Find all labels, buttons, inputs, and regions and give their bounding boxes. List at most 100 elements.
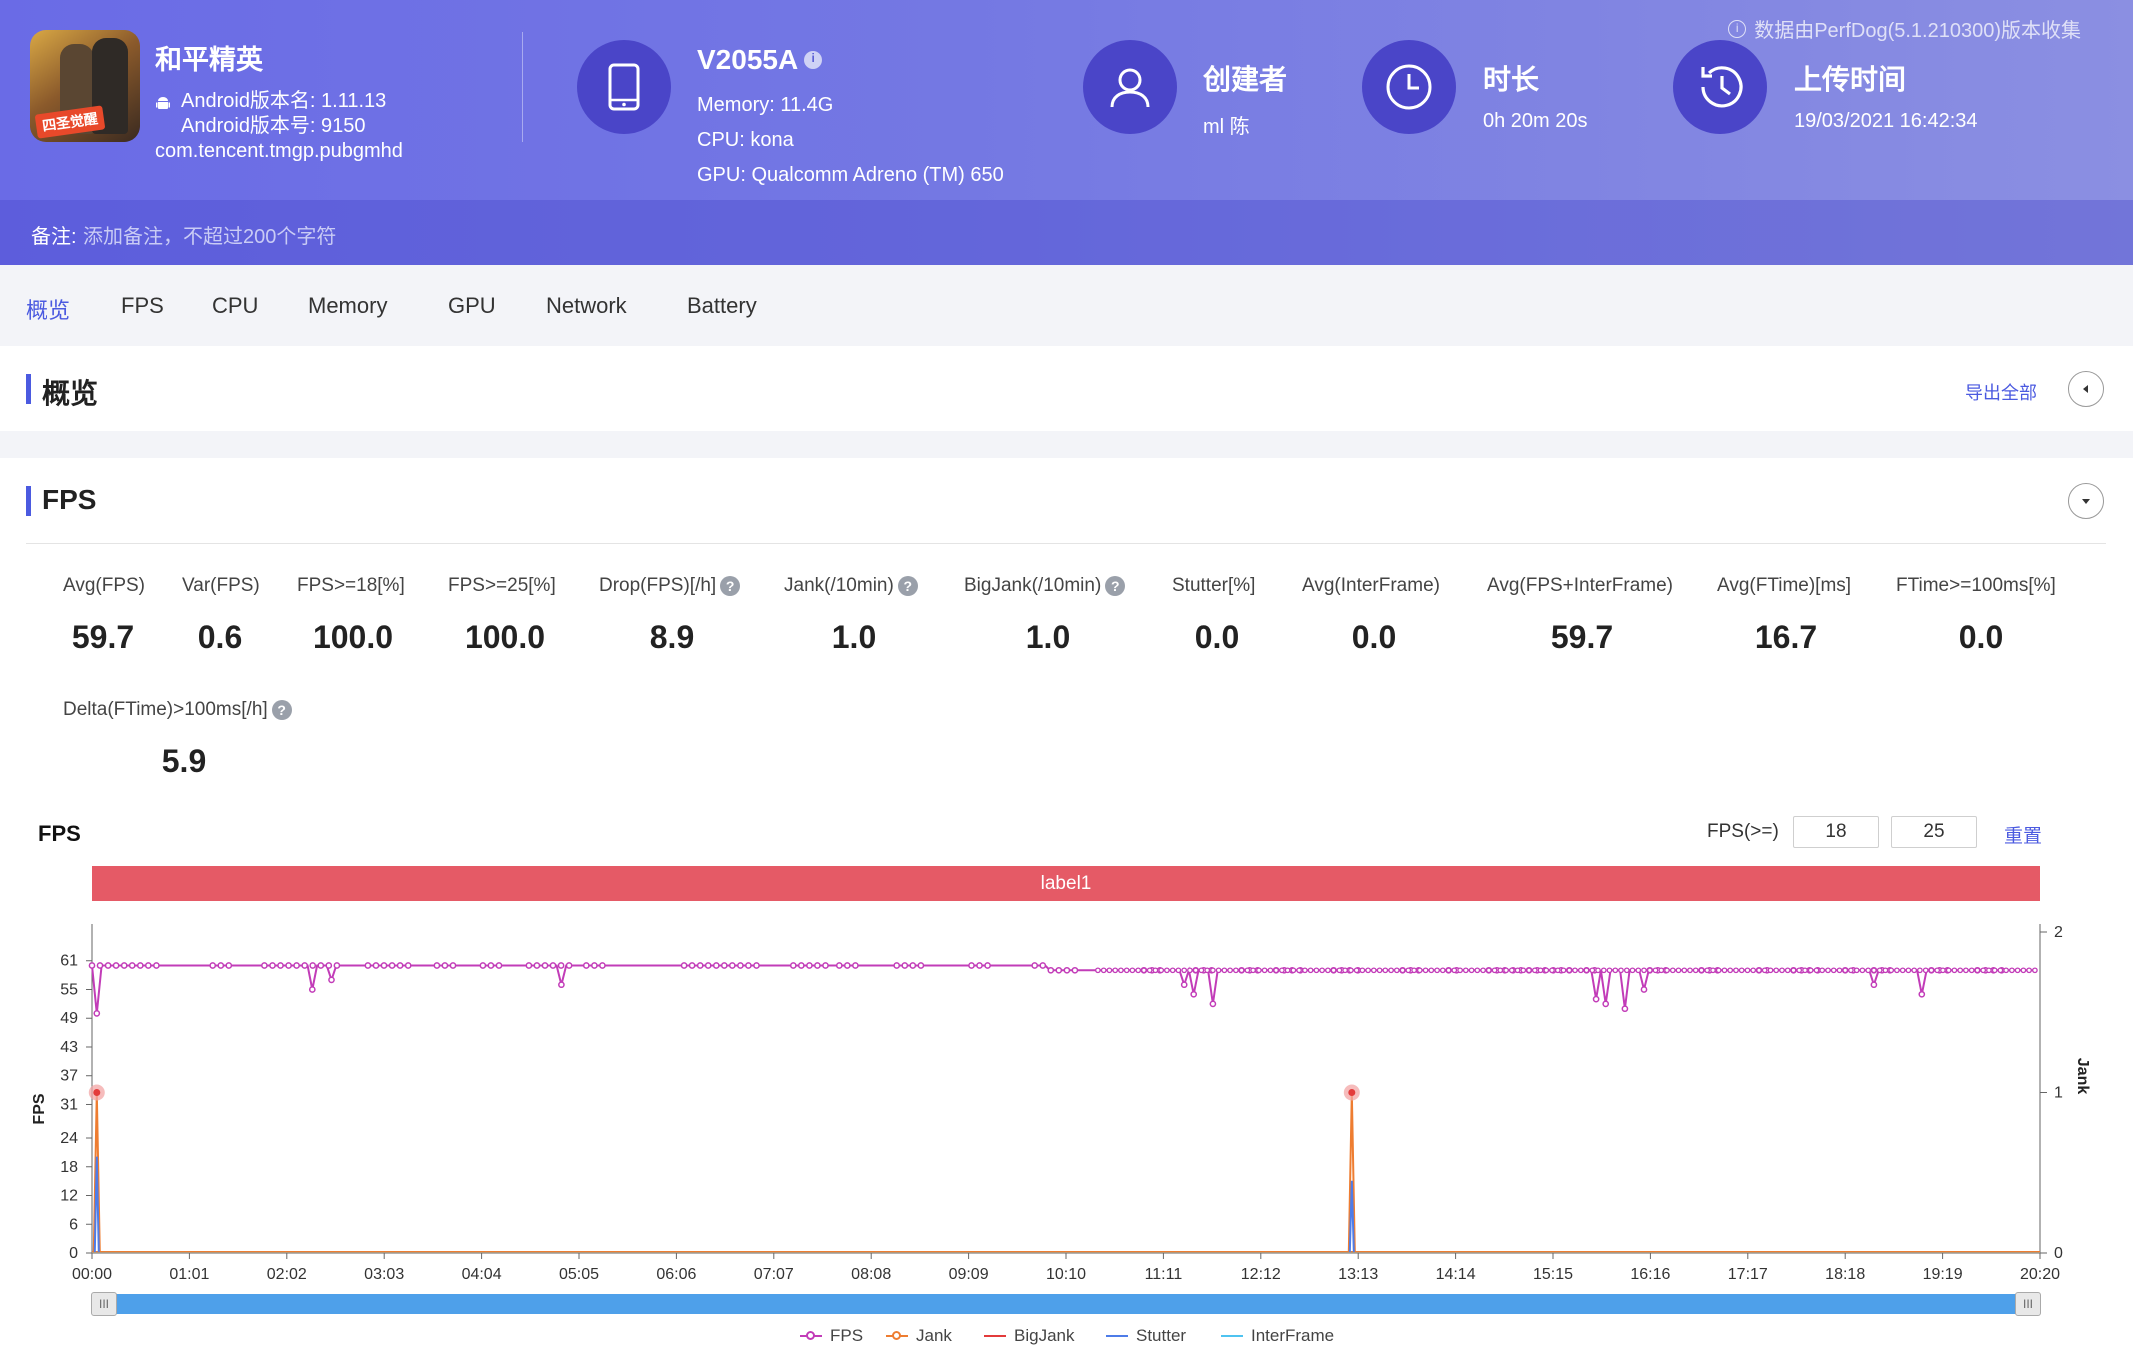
fps-point	[1773, 967, 1780, 974]
fps-point	[1359, 967, 1366, 974]
tab-battery[interactable]: Battery	[687, 293, 757, 318]
fps-point	[112, 962, 120, 969]
fps-point	[479, 962, 487, 969]
tab-memory[interactable]: Memory	[308, 293, 388, 318]
device-model: V2055A i	[697, 44, 823, 76]
label-bar[interactable]: label1	[92, 866, 2040, 901]
fps-point	[1968, 967, 1975, 974]
fps-point	[1416, 967, 1423, 974]
fps-point	[1146, 967, 1153, 974]
x-tick-label: 19:19	[1923, 1266, 1963, 1283]
legend-item[interactable]: Stutter	[1106, 1326, 1186, 1346]
fps-point	[1934, 967, 1941, 974]
fps-point	[1871, 967, 1877, 974]
fps-point	[1577, 967, 1584, 974]
help-icon[interactable]: ?	[720, 576, 741, 596]
help-icon[interactable]: ?	[897, 576, 918, 596]
y-tick-label: 43	[60, 1039, 78, 1056]
slider-left-handle[interactable]: III	[91, 1292, 117, 1316]
reset-link[interactable]: 重置	[2004, 826, 2043, 847]
fps-point	[396, 962, 404, 969]
fps-point	[2020, 967, 2027, 974]
fps-dip-point	[1621, 1005, 1629, 1013]
metric-label-text: BigJank(/10min)	[964, 575, 1102, 596]
fps-point	[2026, 967, 2032, 974]
metric-label: Avg(FPS)	[63, 575, 145, 597]
metric-label: Avg(FPS+InterFrame)	[1487, 575, 1673, 597]
fps-point	[1928, 967, 1935, 974]
device-gpu: GPU: Qualcomm Adreno (TM) 650	[697, 164, 1004, 186]
fps-threshold-input-1[interactable]	[1793, 816, 1879, 848]
caret-down-icon	[2082, 499, 2090, 504]
chart-title: FPS	[38, 821, 81, 846]
caret-left-icon	[2083, 385, 2088, 393]
tab-overview[interactable]: 概览	[26, 298, 71, 323]
fps-point	[1681, 967, 1688, 974]
source-note-text: 数据由PerfDog(5.1.210300)版本收集	[1754, 20, 2081, 42]
x-tick-label: 16:16	[1630, 1266, 1670, 1283]
fps-point	[599, 962, 606, 969]
fps-point	[1698, 967, 1705, 974]
device-info-icon[interactable]: i	[804, 51, 823, 69]
fps-point	[1911, 967, 1918, 974]
collapse-overview-button[interactable]	[2068, 371, 2104, 407]
metric-value: 1.0	[831, 619, 877, 655]
export-all-link[interactable]: 导出全部	[1965, 383, 2037, 403]
device-model-text: V2055A	[697, 44, 799, 75]
y-tick-label: 31	[60, 1096, 78, 1113]
tab-cpu[interactable]: CPU	[212, 293, 259, 318]
tab-gpu[interactable]: GPU	[448, 293, 496, 318]
fps-point	[1675, 967, 1682, 974]
metric-value: 59.7	[1550, 619, 1614, 655]
fps-point	[565, 962, 573, 969]
fps-point	[1348, 967, 1354, 974]
help-icon[interactable]: ?	[271, 700, 292, 720]
slider-right-handle[interactable]: III	[2015, 1292, 2041, 1316]
fps-point	[1784, 967, 1791, 974]
help-icon[interactable]: ?	[1105, 576, 1126, 596]
y-right-tick-label: 1	[2054, 1085, 2063, 1102]
fps-point	[1273, 967, 1279, 974]
fps-point	[225, 962, 233, 969]
fps-point	[1198, 967, 1205, 974]
metric-value: 16.7	[1754, 619, 1818, 655]
tab-bar	[0, 265, 2133, 345]
fps-point	[1560, 967, 1567, 974]
fps-point	[2014, 967, 2021, 974]
time-range-slider[interactable]: III III	[91, 1292, 2041, 1316]
legend-item[interactable]: InterFrame	[1221, 1326, 1334, 1346]
fps-point	[1905, 967, 1912, 974]
fps-point	[285, 962, 292, 969]
fps-threshold-label: FPS(>=)	[1707, 821, 1779, 842]
metric-label: Drop(FPS)[/h]?	[599, 575, 741, 597]
fps-point	[1462, 967, 1469, 974]
legend-item[interactable]: FPS	[800, 1326, 863, 1346]
tab-network[interactable]: Network	[546, 293, 627, 318]
device-icon	[577, 40, 671, 134]
fps-point	[1687, 967, 1693, 974]
fps-point	[433, 962, 441, 969]
metric-label-text: FTime>=100ms[%]	[1896, 575, 2056, 596]
fps-threshold-input-2[interactable]	[1891, 816, 1977, 848]
tab-fps[interactable]: FPS	[121, 293, 164, 318]
fps-point	[1468, 967, 1475, 974]
overview-accent	[26, 374, 31, 404]
fps-card	[0, 458, 2133, 1353]
fps-point	[1767, 967, 1774, 974]
fps-point	[2009, 967, 2015, 974]
note-input[interactable]: 添加备注，不超过200个字符	[83, 226, 337, 248]
fps-point	[1623, 967, 1630, 974]
fps-point	[1537, 967, 1544, 974]
note-band	[0, 200, 2133, 265]
legend-item[interactable]: Jank	[886, 1326, 952, 1346]
fps-point	[1899, 967, 1906, 974]
legend-item[interactable]: BigJank	[984, 1326, 1074, 1346]
fps-point	[441, 962, 449, 969]
fps-point	[1526, 967, 1532, 974]
collapse-fps-button[interactable]	[2068, 483, 2104, 519]
x-tick-label: 17:17	[1728, 1266, 1768, 1283]
fps-point	[495, 962, 503, 969]
fps-point	[917, 962, 925, 969]
fps-point	[449, 962, 457, 969]
